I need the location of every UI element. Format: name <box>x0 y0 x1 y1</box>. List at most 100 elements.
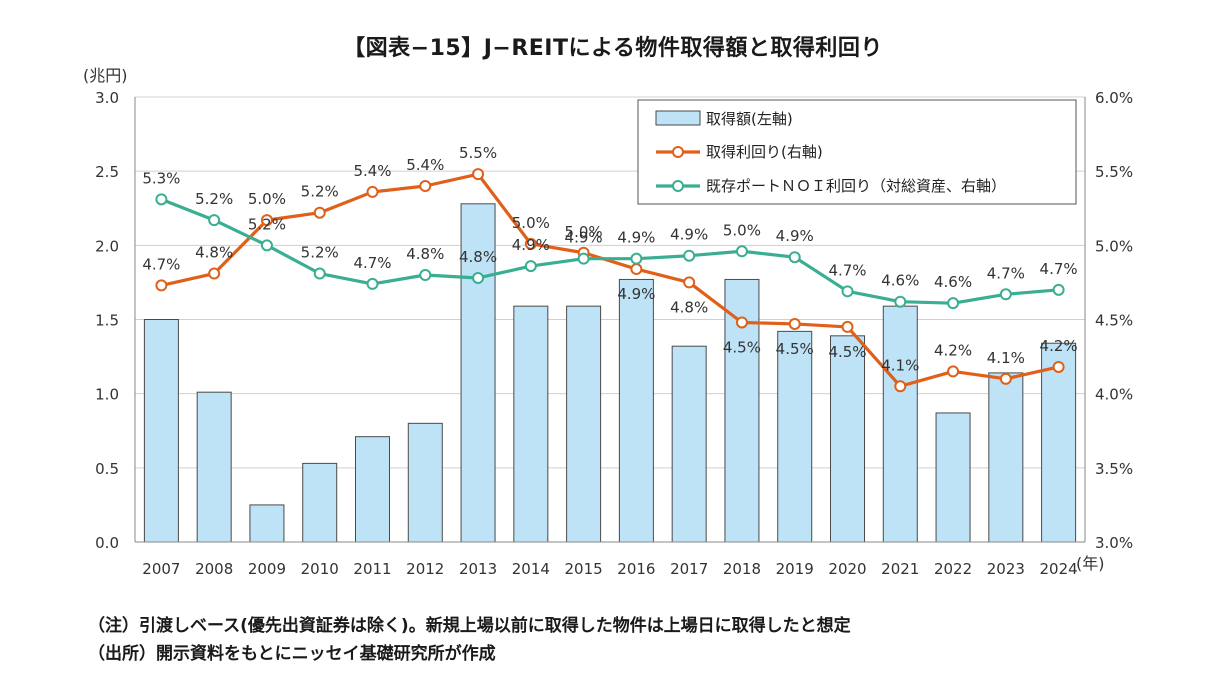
acquisition-yield-label: 5.0% <box>565 223 603 241</box>
noi-yield-label: 4.9% <box>617 229 655 247</box>
bar-series <box>143 203 1077 543</box>
acquisition-yield-point <box>1052 360 1065 373</box>
acquisition-yield-line <box>161 172 1059 388</box>
noi-yield-label: 4.8% <box>459 248 497 266</box>
right-tick-label: 5.5% <box>1095 163 1133 181</box>
noi-yield-point <box>524 260 537 273</box>
acquisition-yield-label: 5.4% <box>353 162 391 180</box>
acquisition-yield-label: 4.5% <box>828 343 866 361</box>
x-tick-label: 2022 <box>934 560 972 578</box>
noi-yield-label: 5.0% <box>723 221 761 239</box>
acquisition-yield-label: 4.8% <box>670 298 708 316</box>
bar <box>988 372 1024 543</box>
noi-yield-label: 4.8% <box>406 245 444 263</box>
left-tick-label: 2.0 <box>95 237 119 255</box>
bar <box>513 305 549 543</box>
acquisition-yield-label: 4.2% <box>934 341 972 359</box>
noi-yield-point <box>155 193 168 206</box>
right-tick-label: 4.5% <box>1095 312 1133 330</box>
noi-yield-point <box>419 269 432 281</box>
x-tick-label: 2013 <box>459 560 497 578</box>
noi-yield-point <box>683 249 696 262</box>
line-series <box>155 168 1065 393</box>
legend-swatch-bar <box>655 110 701 126</box>
noi-yield-label: 5.2% <box>248 215 286 233</box>
acquisition-yield-point <box>208 267 221 280</box>
acquisition-yield-label: 4.8% <box>195 244 233 262</box>
x-tick-label: 2018 <box>723 560 761 578</box>
acquisition-yield-point <box>155 279 168 292</box>
noi-yield-label: 5.2% <box>195 190 233 208</box>
noi-yield-label: 4.6% <box>934 273 972 291</box>
bar <box>249 504 285 543</box>
x-tick-label: 2016 <box>617 560 655 578</box>
right-tick-label: 4.0% <box>1095 386 1133 404</box>
x-tick-label: 2011 <box>353 560 391 578</box>
noi-yield-point <box>472 271 485 284</box>
acquisition-yield-point <box>947 365 960 378</box>
acquisition-yield-point <box>313 206 326 219</box>
acquisition-yield-point <box>841 320 854 333</box>
left-tick-label: 3.0 <box>95 89 119 107</box>
acquisition-yield-label: 4.5% <box>723 338 761 356</box>
noi-yield-label: 4.7% <box>1040 260 1078 278</box>
bar <box>671 345 707 543</box>
acquisition-yield-point <box>735 316 748 329</box>
legend-swatch-marker <box>672 180 684 192</box>
x-tick-label: 2021 <box>881 560 919 578</box>
left-tick-label: 0.0 <box>95 534 119 552</box>
legend-box <box>637 99 1077 205</box>
x-tick-label: 2012 <box>406 560 444 578</box>
left-axis-unit: (兆円) <box>83 66 128 85</box>
left-tick-label: 2.5 <box>95 163 119 181</box>
x-tick-label: 2014 <box>512 560 550 578</box>
legend-label-acquisition: 取得額(左軸) <box>706 110 793 128</box>
right-tick-label: 3.5% <box>1095 460 1133 478</box>
acquisition-yield-point <box>788 317 801 330</box>
legend: 取得額(左軸) 取得利回り(右軸) 既存ポートＮＯＩ利回り（対総資産、右軸） <box>637 99 1077 205</box>
axes: 0.0 0.5 1.0 1.5 2.0 2.5 3.0 3.0% 3.5% 4.0% 4.5% 5.0… <box>83 66 1133 578</box>
acquisition-yield-label: 4.5% <box>776 340 814 358</box>
right-tick-label: 6.0% <box>1095 89 1133 107</box>
right-tick-label: 3.0% <box>1095 534 1133 552</box>
acquisition-yield-point <box>366 185 379 198</box>
acquisition-yield-point <box>999 372 1012 385</box>
bar <box>618 278 654 543</box>
acquisition-yield-point <box>260 214 273 227</box>
acquisition-yield-point <box>524 237 537 250</box>
bar <box>196 391 232 543</box>
noi-yield-point <box>208 214 221 227</box>
noi-yield-label: 5.2% <box>301 244 339 262</box>
acquisition-yield-label: 4.7% <box>142 255 180 273</box>
x-tick-label: 2017 <box>670 560 708 578</box>
x-tick-label: 2010 <box>301 560 339 578</box>
noi-yield-point <box>577 252 590 265</box>
left-tick-label: 0.5 <box>95 460 119 478</box>
acquisition-yield-point <box>472 168 485 181</box>
legend-label-noi-yield: 既存ポートＮＯＩ利回り（対総資産、右軸） <box>706 177 1006 195</box>
acquisition-yield-label: 5.2% <box>301 183 339 201</box>
noi-yield-point <box>260 239 273 252</box>
noi-yield-label: 4.7% <box>353 254 391 272</box>
left-tick-label: 1.0 <box>95 386 119 404</box>
left-tick-label: 1.5 <box>95 312 119 330</box>
x-tick-label: 2020 <box>828 560 866 578</box>
right-tick-label: 5.0% <box>1095 237 1133 255</box>
acquisition-yield-label: 4.2% <box>1040 337 1078 355</box>
bar <box>302 462 338 543</box>
note-text: （注）引渡しベース(優先出資証券は除く)。新規上場以前に取得した物件は上場日に取… <box>88 616 851 636</box>
bar <box>882 305 918 543</box>
noi-yield-line <box>160 197 1059 305</box>
noi-yield-label: 4.9% <box>670 226 708 244</box>
noi-yield-label: 4.7% <box>987 264 1025 282</box>
noi-yield-point <box>894 295 907 308</box>
noi-yield-point <box>788 251 801 264</box>
x-tick-label: 2024 <box>1040 560 1078 578</box>
acquisition-yield-label: 5.4% <box>406 156 444 174</box>
bar <box>460 203 496 543</box>
noi-yield-label: 4.9% <box>512 236 550 254</box>
bar <box>566 305 602 543</box>
noi-yield-label: 4.7% <box>828 261 866 279</box>
bar <box>355 436 390 543</box>
noi-yield-point <box>630 252 643 265</box>
